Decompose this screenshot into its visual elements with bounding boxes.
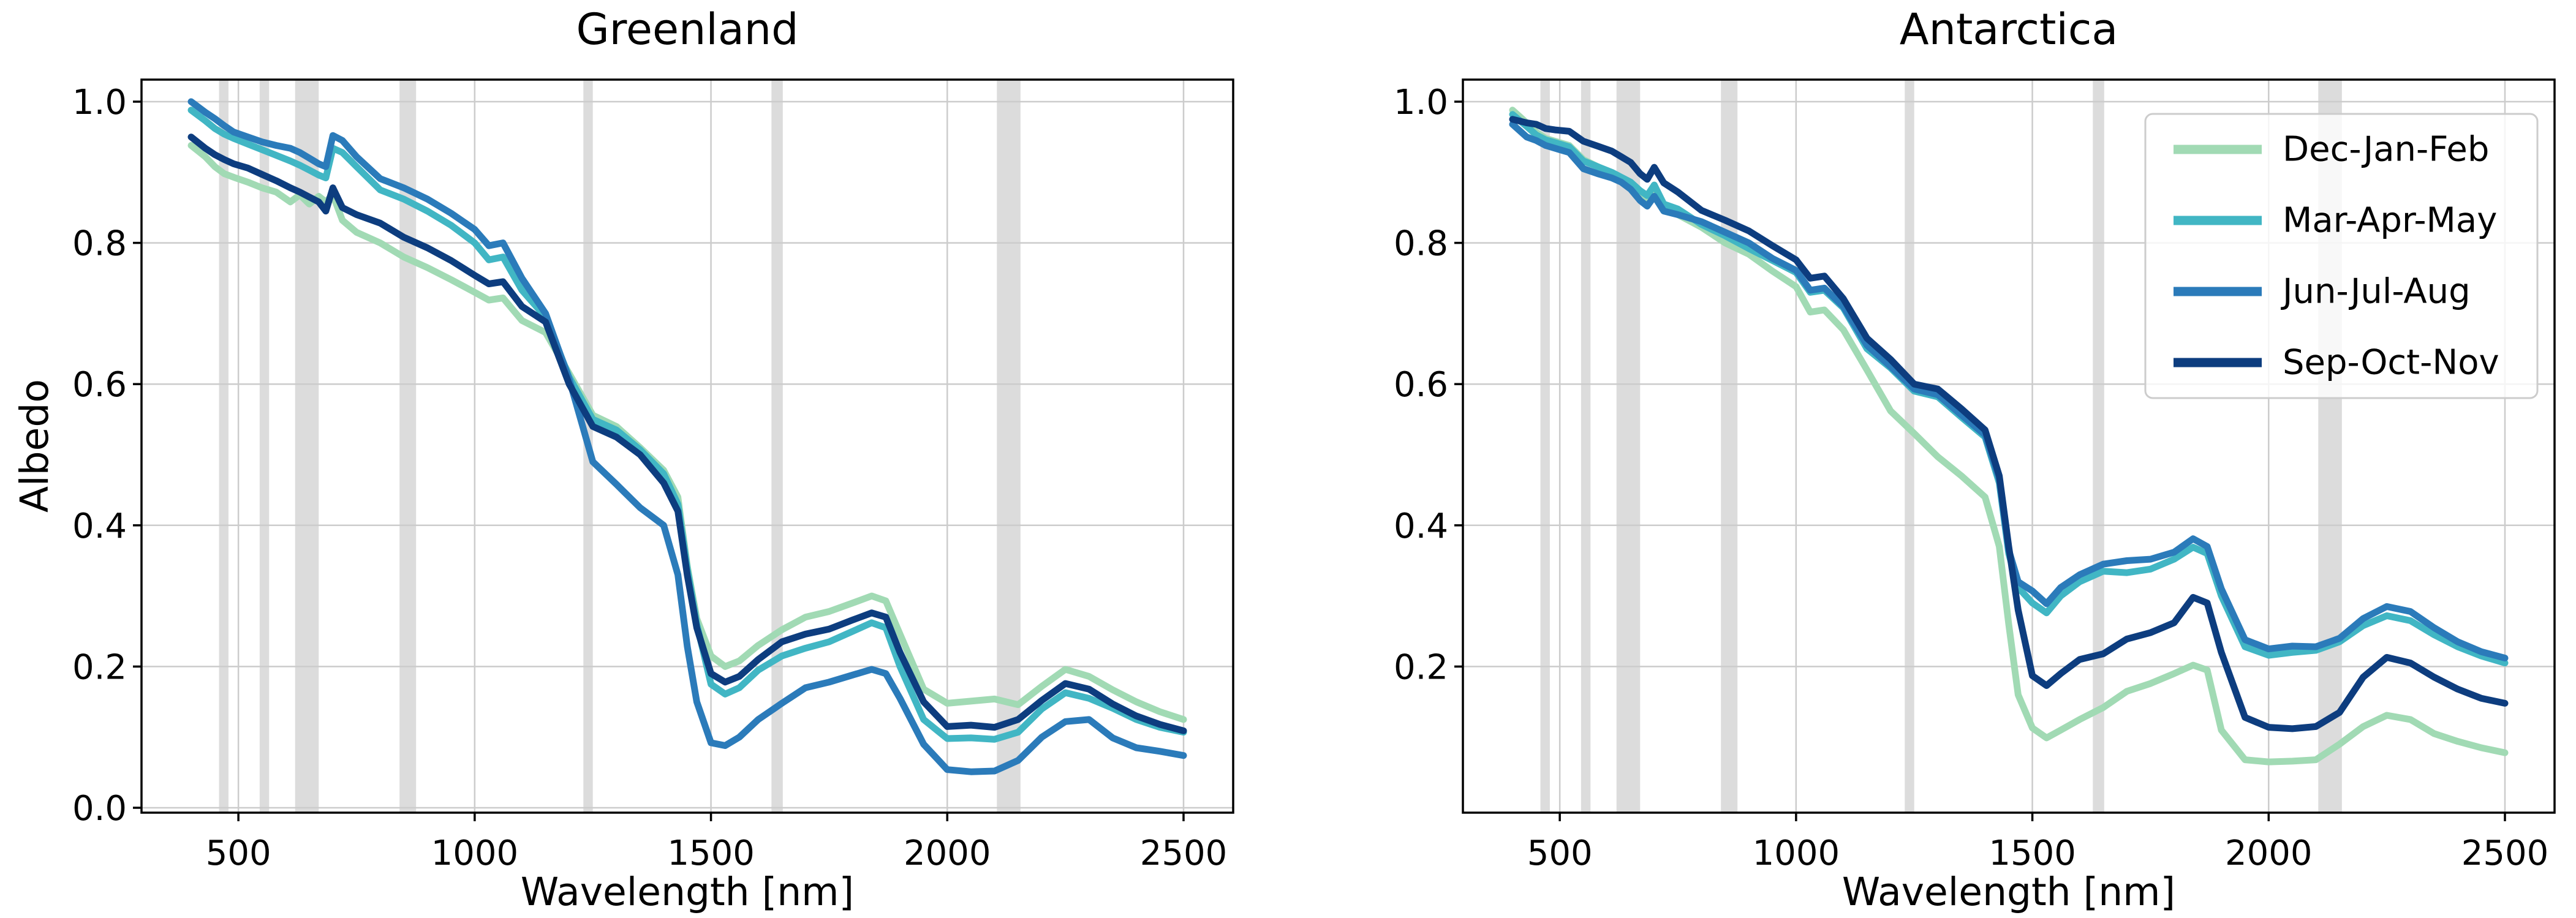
x-tick-label: 1000 [431,833,519,873]
x-tick-label: 500 [206,833,271,873]
y-tick-label: 0.4 [72,506,127,546]
x-tick-label: 1000 [1753,833,1840,873]
panel-title-greenland: Greenland [576,4,798,55]
legend-label-mar-apr-may: Mar-Apr-May [2283,201,2497,241]
series-curves [1509,107,2509,766]
x-axis-label-greenland: Wavelength [nm] [521,870,854,914]
x-tick-label: 2500 [1140,833,1228,873]
legend-label-jun-jul-aug: Jun-Jul-Aug [2281,272,2471,312]
legend-box [2144,113,2539,399]
axes-frame [140,78,1234,814]
series-line-sep-oct-nov [1509,116,2509,732]
shaded-wavelength-band [1905,80,1914,813]
x-tick-label: 1500 [667,833,755,873]
shaded-wavelength-band [1540,80,1550,813]
y-tick-label: 0.8 [72,224,127,264]
shaded-wavelength-band [219,80,229,813]
legend-label-dec-jan-feb: Dec-Jan-Feb [2283,130,2489,170]
legend: Dec-Jan-Feb Mar-Apr-May Jun-Jul-Aug Sep-Oct… [2144,113,2539,399]
series-line-sep-oct-nov [187,134,1187,734]
panel-greenland: 500 1000 1500 2000 2500 1.0 0.8 0.6 0.4 0.2 0.0 [72,78,1234,873]
x-tick-label: 2500 [2461,833,2549,873]
y-tick-label: 0.2 [1394,647,1448,687]
series-curves [187,98,1187,775]
shaded-wavelength-band [997,80,1021,813]
y-tick-label: 0.2 [72,647,127,687]
x-tick-label: 2000 [2225,833,2313,873]
shaded-wavelength-band [2093,80,2104,813]
panel-title-antarctica: Antarctica [1900,4,2118,55]
axes-frame [1462,78,2556,814]
x-tick-label: 2000 [904,833,991,873]
x-tick-label: 1500 [1989,833,2076,873]
series-line-jun-jul-aug [1509,121,2509,662]
shaded-wavelength-band [1616,80,1641,813]
shaded-wavelength-band [1581,80,1591,813]
legend-label-sep-oct-nov: Sep-Oct-Nov [2283,343,2499,383]
x-tick-label: 500 [1527,833,1593,873]
x-axis-label-antarctica: Wavelength [nm] [1842,870,2175,914]
shaded-wavelength-band [1721,80,1738,813]
y-tick-label: 0.6 [1394,365,1448,405]
y-tick-label: 0.8 [1394,224,1448,264]
series-line-mar-apr-may [187,107,1187,743]
y-tick-label: 0.6 [72,365,127,405]
shaded-wavelength-band [259,80,270,813]
series-line-jun-jul-aug [187,98,1187,775]
y-axis-label-albedo: Albedo [12,379,57,513]
y-tick-label: 0.0 [72,789,127,829]
y-tick-label: 1.0 [1394,83,1448,122]
y-tick-label: 1.0 [72,83,127,122]
y-tick-label: 0.4 [1394,506,1448,546]
